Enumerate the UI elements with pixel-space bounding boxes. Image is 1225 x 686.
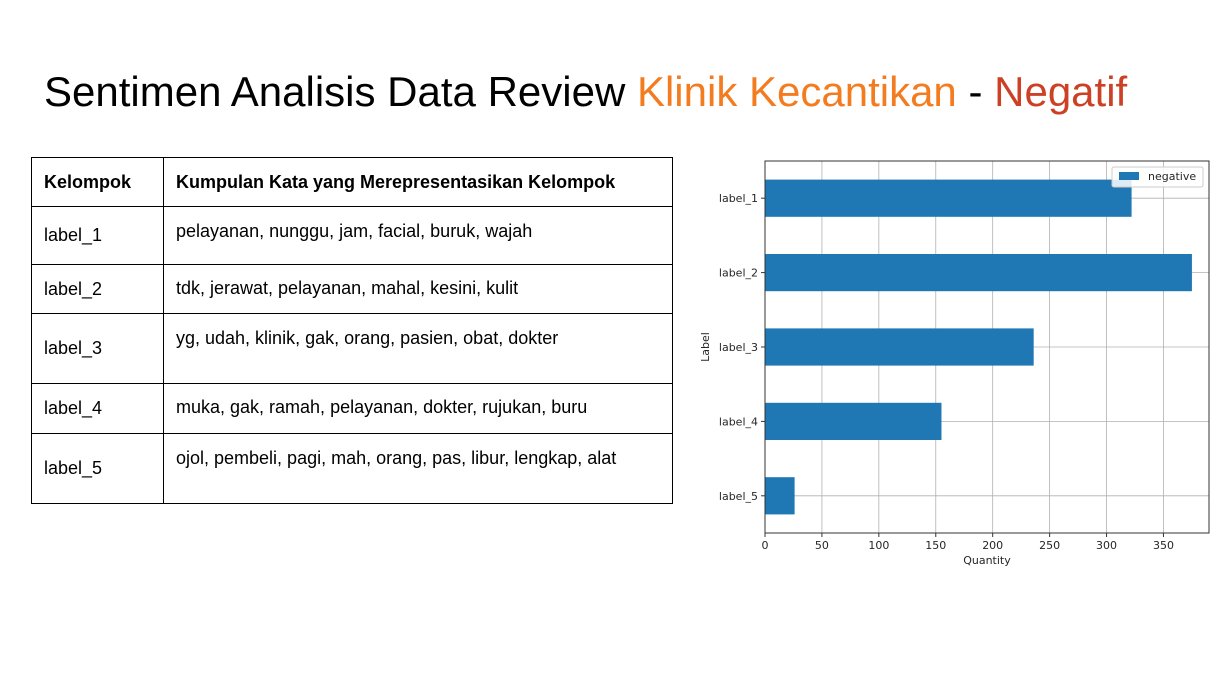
- chart-legend: negative: [1111, 166, 1204, 188]
- words-cell: yg, udah, klinik, gak, orang, pasien, ob…: [163, 313, 673, 384]
- x-tick-label: 100: [868, 539, 889, 552]
- x-tick-label: 0: [762, 539, 769, 552]
- table-row: label_2 tdk, jerawat, pelayanan, mahal, …: [31, 264, 673, 314]
- negative-bar-chart: label_1 label_2 label_3 label_4 label_5 0 50 1…: [699, 160, 1210, 567]
- table-header-row: Kelompok Kumpulan Kata yang Merepresenta…: [31, 157, 673, 207]
- word-group-table: Kelompok Kumpulan Kata yang Merepresenta…: [31, 157, 673, 504]
- y-tick-label: label_3: [719, 341, 758, 354]
- words-cell: tdk, jerawat, pelayanan, mahal, kesini, …: [163, 264, 673, 314]
- bar-label_4: [765, 402, 942, 440]
- group-cell: label_4: [31, 383, 164, 434]
- y-tick-label: label_2: [719, 267, 758, 280]
- x-tick-label: 250: [1039, 539, 1060, 552]
- y-tick-label: label_4: [719, 415, 758, 428]
- words-cell: muka, gak, ramah, pelayanan, dokter, ruj…: [163, 383, 673, 434]
- group-cell: label_3: [31, 313, 164, 384]
- table-row: label_5 ojol, pembeli, pagi, mah, orang,…: [31, 433, 673, 504]
- title-part-base: Sentimen Analisis Data Review: [44, 68, 637, 115]
- y-axis-label: Label: [699, 332, 712, 362]
- chart-bars: [765, 179, 1192, 515]
- y-tick-label: label_5: [719, 490, 758, 503]
- legend-swatch: [1119, 172, 1139, 180]
- group-cell: label_2: [31, 264, 164, 314]
- bar-label_2: [765, 254, 1192, 292]
- group-cell: label_5: [31, 433, 164, 504]
- group-cell: label_1: [31, 206, 164, 265]
- x-tick-label: 200: [982, 539, 1003, 552]
- slide-title: Sentimen Analisis Data Review Klinik Kec…: [44, 66, 1127, 118]
- y-tick-label: label_1: [719, 192, 758, 205]
- x-tick-label: 150: [925, 539, 946, 552]
- title-part-negative: Negatif: [994, 68, 1128, 115]
- title-part-clinic: Klinik Kecantikan: [636, 68, 957, 115]
- bar-label_3: [765, 328, 1034, 366]
- legend-label: negative: [1148, 170, 1196, 183]
- table-row: label_3 yg, udah, klinik, gak, orang, pa…: [31, 313, 673, 384]
- table-row: label_4 muka, gak, ramah, pelayanan, dok…: [31, 383, 673, 434]
- table-row: label_1 pelayanan, nunggu, jam, facial, …: [31, 206, 673, 265]
- y-axis-ticks: label_1 label_2 label_3 label_4 label_5: [719, 192, 765, 503]
- x-axis-ticks: 0 50 100 150 200 250 300 350: [762, 533, 1174, 552]
- x-tick-label: 300: [1096, 539, 1117, 552]
- x-tick-label: 350: [1153, 539, 1174, 552]
- x-tick-label: 50: [815, 539, 829, 552]
- bar-label_5: [765, 477, 795, 515]
- bar-label_1: [765, 179, 1132, 217]
- words-cell: ojol, pembeli, pagi, mah, orang, pas, li…: [163, 433, 673, 504]
- header-kelompok: Kelompok: [31, 157, 164, 207]
- header-kumpulan-kata: Kumpulan Kata yang Merepresentasikan Kel…: [163, 157, 673, 207]
- title-part-dash: -: [956, 68, 995, 115]
- words-cell: pelayanan, nunggu, jam, facial, buruk, w…: [163, 206, 673, 265]
- x-axis-label: Quantity: [963, 554, 1011, 567]
